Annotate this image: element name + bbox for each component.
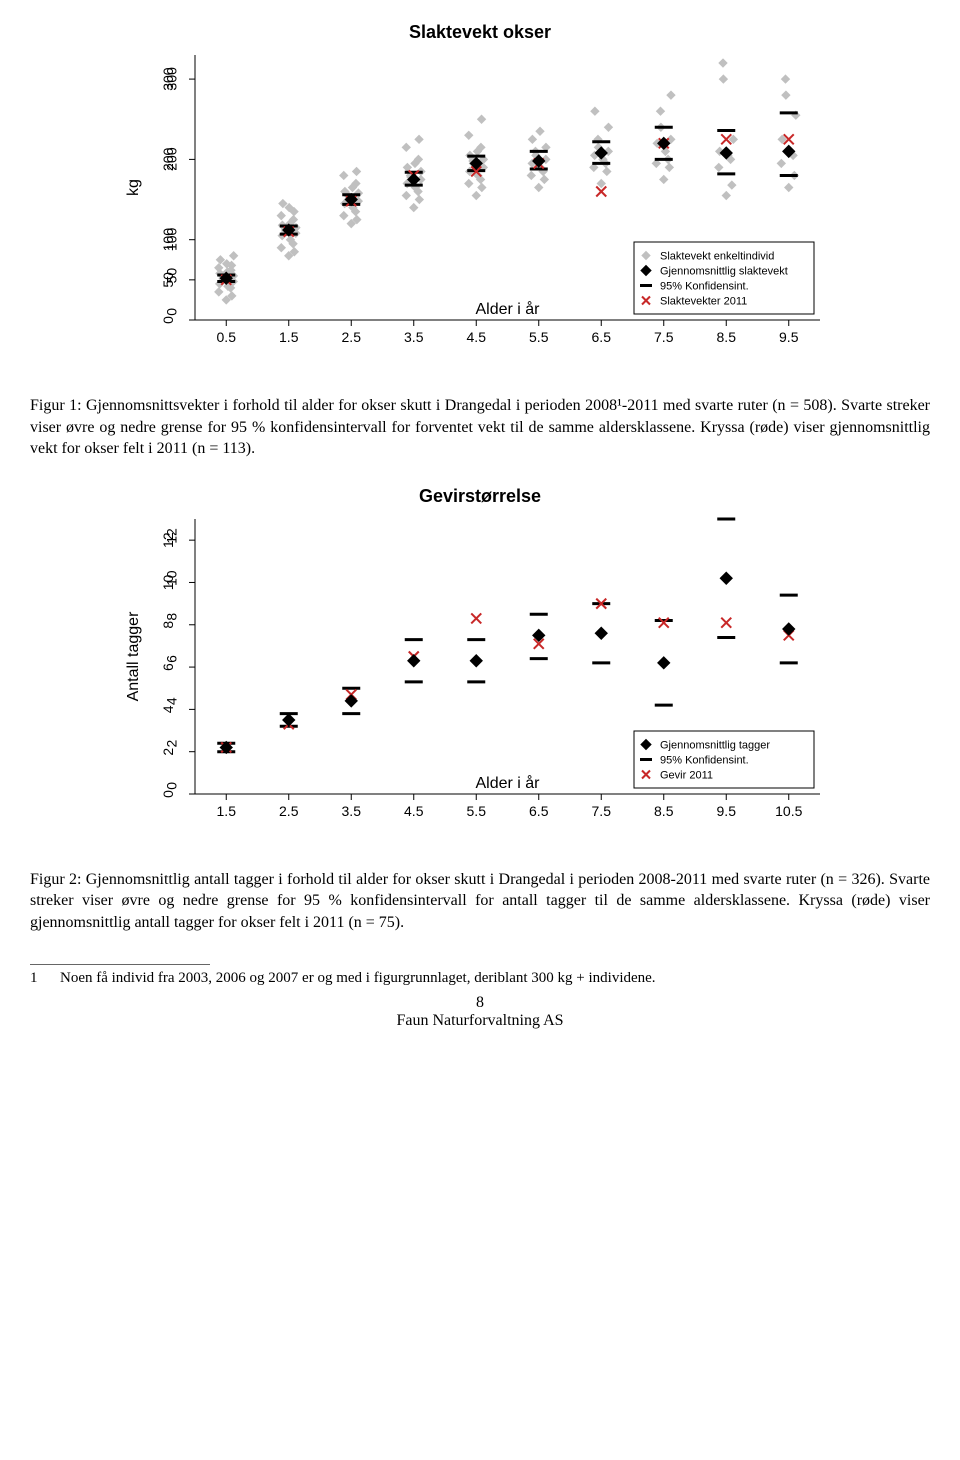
svg-text:Gevir 2011: Gevir 2011: [660, 769, 713, 781]
svg-text:95% Konfidensint.: 95% Konfidensint.: [660, 754, 749, 766]
svg-text:3.5: 3.5: [342, 803, 362, 819]
chart2-svg: Gevirstørrelse 0 2 4 6 8 10 12 Antall tagger 1.5 2…: [120, 484, 840, 854]
svg-text:6: 6: [160, 663, 176, 671]
page-number: 8: [30, 994, 930, 1012]
svg-text:2: 2: [164, 739, 180, 747]
svg-text:Slaktevekt okser: Slaktevekt okser: [409, 22, 551, 42]
svg-text:Gevirstørrelse: Gevirstørrelse: [419, 486, 541, 506]
svg-text:2.5: 2.5: [279, 803, 299, 819]
svg-text:4: 4: [160, 705, 176, 713]
figure2-caption: Figur 2: Gjennomsnittlig antall tagger i…: [30, 869, 930, 934]
svg-text:Antall tagger: Antall tagger: [125, 611, 142, 702]
svg-text:Slaktevekter 2011: Slaktevekter 2011: [660, 296, 747, 308]
svg-text:5.5: 5.5: [529, 329, 549, 345]
svg-text:6.5: 6.5: [592, 329, 612, 345]
svg-text:Alder i år: Alder i år: [475, 774, 540, 792]
svg-text:3.5: 3.5: [404, 329, 424, 345]
svg-text:Gjennomsnittlig slaktevekt: Gjennomsnittlig slaktevekt: [660, 266, 788, 278]
svg-text:0.5: 0.5: [217, 329, 237, 345]
svg-text:2: 2: [160, 747, 176, 755]
svg-text:1.5: 1.5: [217, 803, 237, 819]
svg-text:10: 10: [160, 574, 176, 590]
svg-text:100: 100: [160, 228, 176, 252]
svg-text:Gjennomsnittlig tagger: Gjennomsnittlig tagger: [660, 739, 770, 751]
svg-text:7.5: 7.5: [654, 329, 674, 345]
svg-text:50: 50: [160, 272, 176, 288]
svg-text:9.5: 9.5: [779, 329, 799, 345]
svg-text:4.5: 4.5: [467, 329, 487, 345]
svg-text:2.5: 2.5: [342, 329, 362, 345]
svg-text:0: 0: [164, 308, 180, 316]
svg-text:7.5: 7.5: [592, 803, 612, 819]
svg-text:0: 0: [164, 782, 180, 790]
svg-text:8: 8: [160, 620, 176, 628]
footnote-num: 1: [30, 970, 38, 986]
footnote: 1 Noen få individ fra 2003, 2006 og 2007…: [30, 969, 930, 989]
svg-text:5.5: 5.5: [467, 803, 487, 819]
svg-text:0: 0: [160, 316, 176, 324]
footnote-text: Noen få individ fra 2003, 2006 og 2007 e…: [60, 970, 656, 986]
svg-text:4.5: 4.5: [404, 803, 424, 819]
chart1-container: Slaktevekt okser 0 50 100 200 300 kg 0.5 1.5 2.5 3…: [30, 20, 930, 385]
svg-text:4: 4: [164, 697, 180, 705]
svg-text:10.5: 10.5: [775, 803, 802, 819]
chart1-svg: Slaktevekt okser 0 50 100 200 300 kg 0.5 1.5 2.5 3…: [120, 20, 840, 380]
footnote-rule: [30, 964, 210, 965]
svg-text:0: 0: [160, 790, 176, 798]
svg-text:300: 300: [160, 67, 176, 91]
svg-text:8.5: 8.5: [654, 803, 674, 819]
svg-text:200: 200: [160, 148, 176, 172]
svg-text:9.5: 9.5: [717, 803, 737, 819]
svg-text:Alder i år: Alder i år: [475, 300, 540, 318]
svg-text:6: 6: [164, 655, 180, 663]
figure1-caption: Figur 1: Gjennomsnittsvekter i forhold t…: [30, 395, 930, 460]
svg-text:95% Konfidensint.: 95% Konfidensint.: [660, 281, 749, 293]
svg-text:12: 12: [160, 532, 176, 548]
svg-text:8.5: 8.5: [717, 329, 737, 345]
organization: Faun Naturforvaltning AS: [30, 1012, 930, 1030]
svg-text:Slaktevekt enkeltindivid: Slaktevekt enkeltindivid: [660, 251, 774, 263]
svg-text:6.5: 6.5: [529, 803, 549, 819]
svg-text:1.5: 1.5: [279, 329, 299, 345]
svg-text:kg: kg: [125, 179, 142, 196]
chart2-container: Gevirstørrelse 0 2 4 6 8 10 12 Antall tagger 1.5 2…: [30, 484, 930, 859]
svg-text:8: 8: [164, 612, 180, 620]
